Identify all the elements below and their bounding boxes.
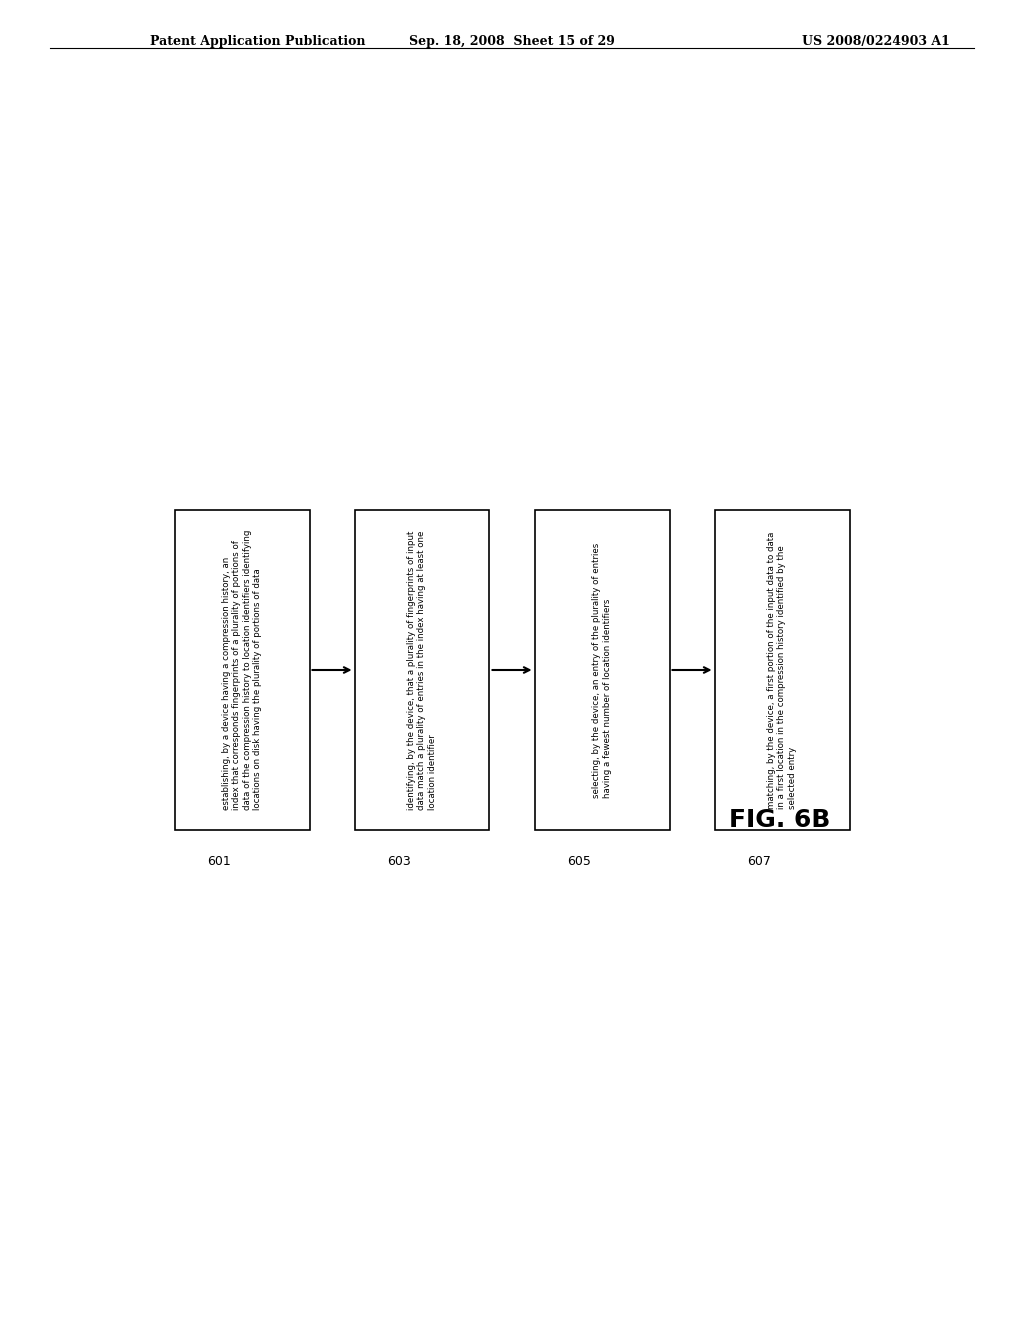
FancyBboxPatch shape xyxy=(535,510,670,830)
Text: Patent Application Publication: Patent Application Publication xyxy=(150,36,366,48)
Text: identifying, by the device, that a plurality of fingerprints of input
data match: identifying, by the device, that a plura… xyxy=(408,531,437,809)
Text: 607: 607 xyxy=(746,855,771,869)
Text: FIG. 6B: FIG. 6B xyxy=(729,808,830,832)
FancyBboxPatch shape xyxy=(715,510,850,830)
Text: 605: 605 xyxy=(567,855,591,869)
FancyBboxPatch shape xyxy=(174,510,309,830)
Text: 603: 603 xyxy=(387,855,411,869)
Text: selecting, by the device, an entry of the plurality of entries
having a fewest n: selecting, by the device, an entry of th… xyxy=(592,543,611,797)
FancyBboxPatch shape xyxy=(354,510,489,830)
Text: establishing, by a device having a compression history, an
index that correspond: establishing, by a device having a compr… xyxy=(222,529,262,810)
Text: matching, by the device, a first portion of the input data to data
in a first lo: matching, by the device, a first portion… xyxy=(767,532,797,809)
Text: Sep. 18, 2008  Sheet 15 of 29: Sep. 18, 2008 Sheet 15 of 29 xyxy=(409,36,615,48)
Text: US 2008/0224903 A1: US 2008/0224903 A1 xyxy=(802,36,950,48)
Text: 601: 601 xyxy=(207,855,230,869)
